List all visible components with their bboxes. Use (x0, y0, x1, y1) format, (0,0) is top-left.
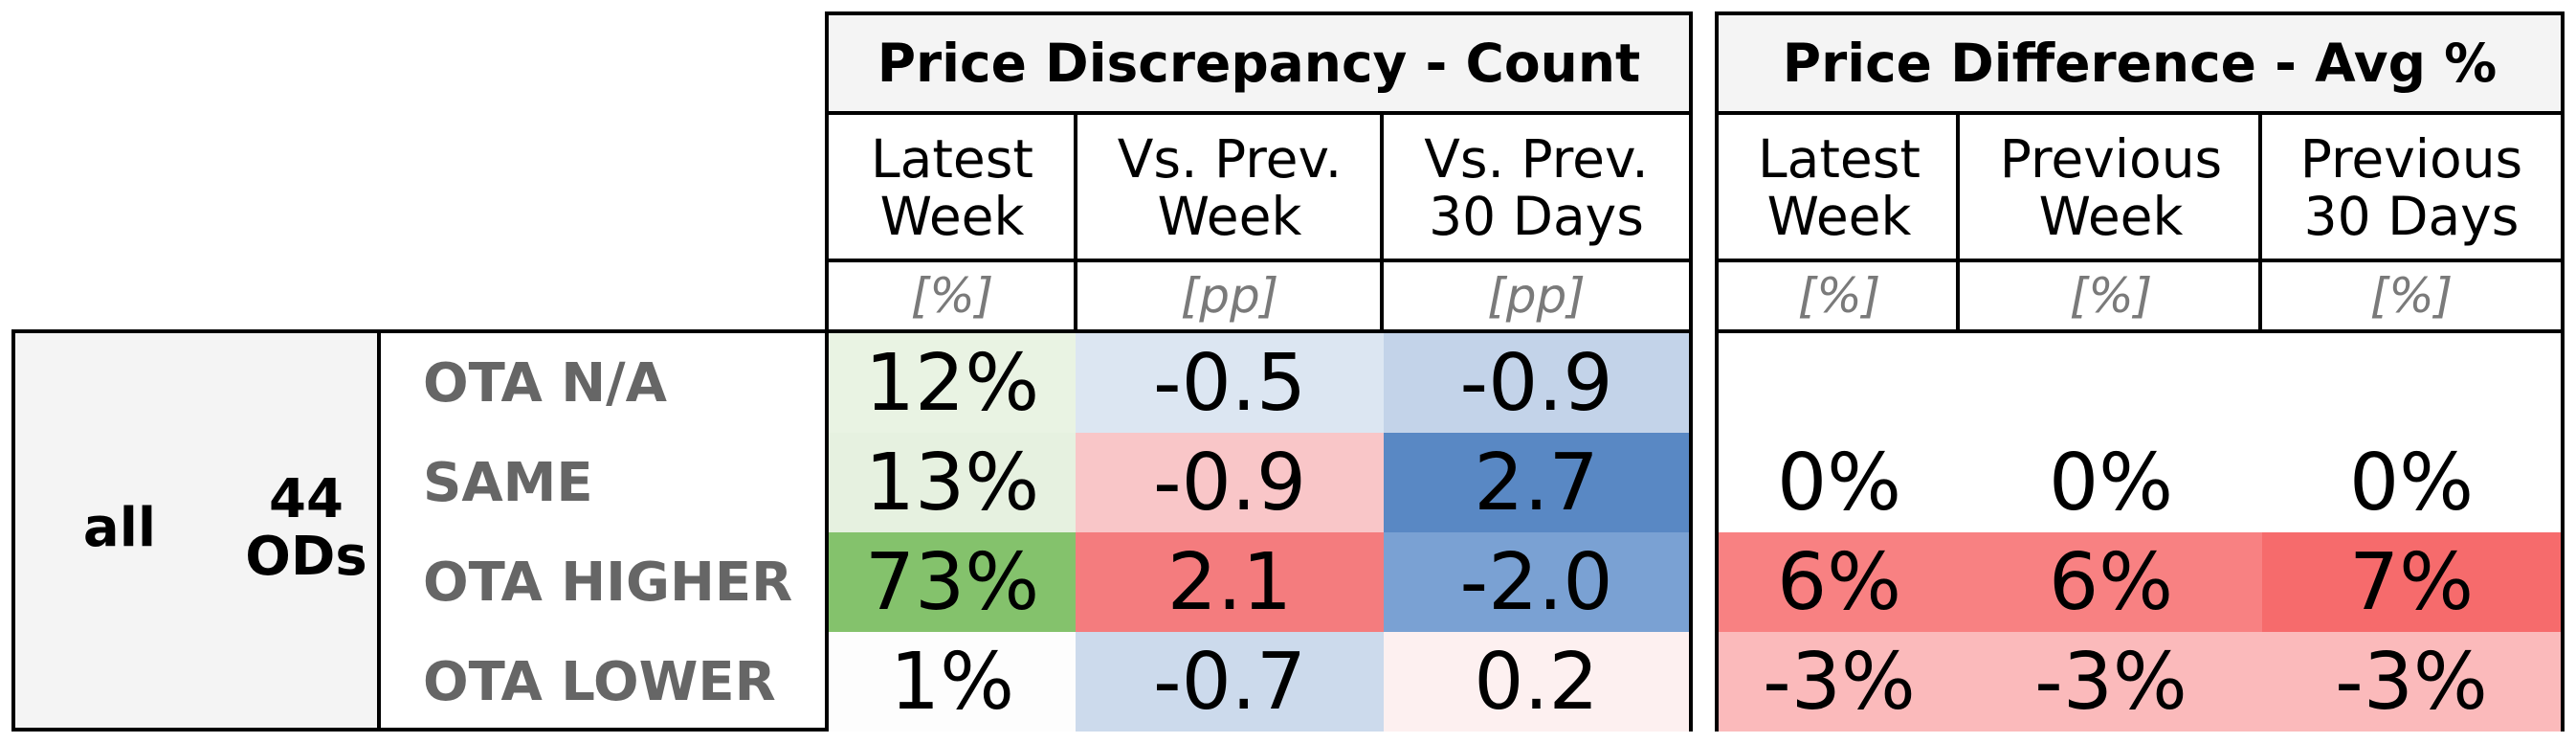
table-cell (2262, 333, 2561, 433)
grid-line (825, 259, 1693, 262)
row-label: SAME (423, 451, 593, 514)
table-cell (1960, 333, 2262, 433)
column-unit: [pp] (1487, 268, 1586, 324)
column-header: Latest Week (871, 128, 1033, 247)
table-cell: -3% (1719, 632, 1960, 732)
column-header: Latest Week (1758, 128, 1921, 247)
panel-header-difference (1715, 111, 2565, 333)
column-header: Vs. Prev. Week (1117, 128, 1343, 247)
grid-line (1380, 111, 1384, 333)
row-label: OTA N/A (423, 351, 667, 415)
column-header: Previous Week (1999, 128, 2223, 247)
grid-line (2258, 111, 2262, 333)
column-unit: [%] (910, 268, 994, 324)
table-cell: 6% (1960, 532, 2262, 632)
table-cell: 7% (2262, 532, 2561, 632)
table-cell: 2.7 (1384, 433, 1689, 532)
column-unit: [%] (1797, 268, 1881, 324)
table-cell: 73% (829, 532, 1076, 632)
row-label: OTA LOWER (423, 650, 776, 713)
grid-line (1956, 111, 1960, 333)
table-cell: 12% (829, 333, 1076, 433)
column-unit: [%] (2369, 268, 2454, 324)
table-cell: 0% (2262, 433, 2561, 532)
table-cell: -0.9 (1384, 333, 1689, 433)
group-count: 44 ODs (245, 468, 367, 588)
panel-title-discrepancy: Price Discrepancy - Count (825, 11, 1693, 115)
table-cell: -3% (2262, 632, 2561, 732)
column-header: Previous 30 Days (2299, 128, 2523, 247)
table-cell: 6% (1719, 532, 1960, 632)
table-cell: -3% (1960, 632, 2262, 732)
column-unit: [%] (2069, 268, 2153, 324)
table-cell: 0% (1960, 433, 2262, 532)
table-cell: 0.2 (1384, 632, 1689, 732)
table-cell: -2.0 (1384, 532, 1689, 632)
panel-header-discrepancy (825, 111, 1693, 333)
table-cell: 1% (829, 632, 1076, 732)
row-label: OTA HIGHER (423, 551, 793, 614)
table-cell: -0.9 (1076, 433, 1384, 532)
grid-line (1715, 259, 2565, 262)
table-cell: 13% (829, 433, 1076, 532)
table-cell: 0% (1719, 433, 1960, 532)
table-cell: -0.7 (1076, 632, 1384, 732)
panel-title-difference: Price Difference - Avg % (1715, 11, 2565, 115)
group-panel (11, 329, 381, 732)
column-unit: [pp] (1180, 268, 1279, 324)
grid-line (1074, 111, 1077, 333)
table-cell (1719, 333, 1960, 433)
group-name: all (82, 497, 157, 559)
table-cell: 2.1 (1076, 532, 1384, 632)
table-cell: -0.5 (1076, 333, 1384, 433)
column-header: Vs. Prev. 30 Days (1424, 128, 1649, 247)
